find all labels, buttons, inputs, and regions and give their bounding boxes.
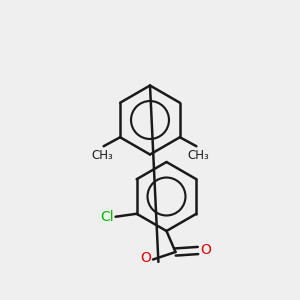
Text: CH₃: CH₃ (187, 148, 209, 162)
Text: Cl: Cl (100, 210, 114, 224)
Text: CH₃: CH₃ (91, 148, 113, 162)
Text: O: O (141, 251, 152, 265)
Text: O: O (200, 244, 211, 257)
